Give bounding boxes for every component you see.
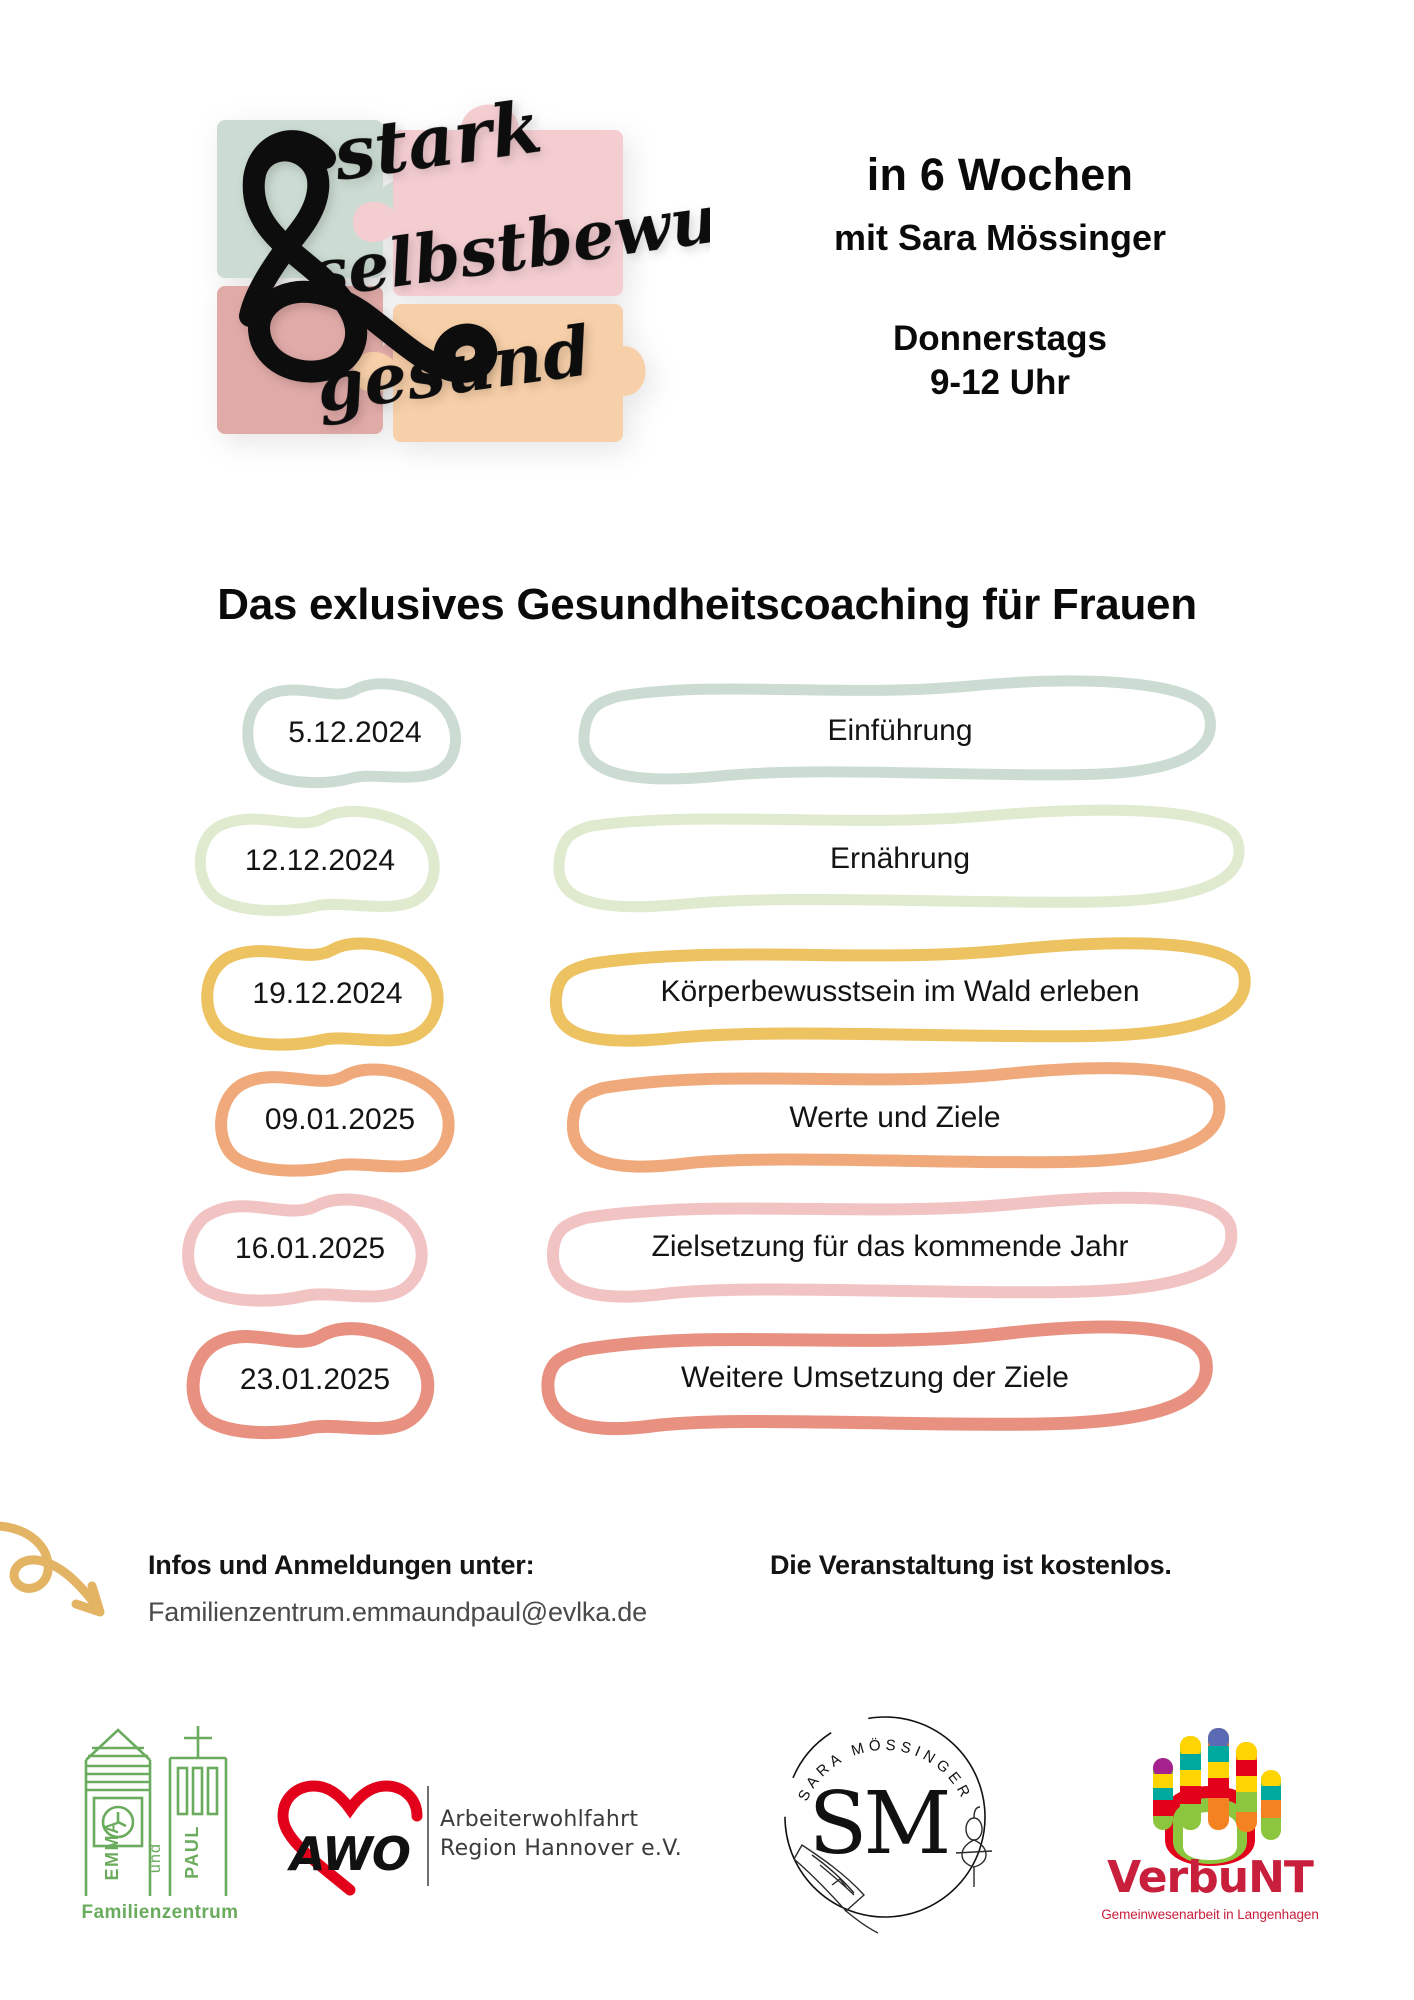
bubble-stroke [541, 1320, 1213, 1436]
schedule-topic-bubble: Werte und Ziele [565, 1062, 1226, 1173]
schedule-topic-bubble: Körperbewusstsein im Wald erleben [549, 937, 1251, 1047]
date-bubble-outline [242, 678, 461, 789]
schedule-date-bubble: 19.12.2024 [200, 937, 455, 1051]
schedule-date-bubble: 23.01.2025 [185, 1322, 445, 1440]
schedule-row: 5.12.2024 Einführung [0, 670, 1414, 798]
schedule-date-label: 5.12.2024 [288, 715, 422, 749]
schedule-row: 19.12.2024 Körperbewusstsein im Wald erl… [0, 926, 1414, 1054]
schedule-topic-bubble: Weitere Umsetzung der Ziele [540, 1320, 1213, 1436]
schedule-date-label: 16.01.2025 [234, 1232, 386, 1265]
topic-bubble-outline [578, 675, 1216, 785]
curly-arrow-icon [0, 1521, 105, 1617]
und-label: und [147, 1843, 164, 1873]
awo-acronym: AWO [287, 1827, 410, 1881]
sm-monogram: SM [809, 1774, 948, 1874]
poster-subtitle: Das exlusives Gesundheitscoaching für Fr… [217, 580, 1197, 629]
schedule-date-label: 12.12.2024 [244, 843, 396, 877]
date-bubble-outline [201, 937, 444, 1051]
topic-bubble-outline [541, 1320, 1213, 1436]
schedule-date-label: 19.12.2024 [252, 977, 403, 1010]
schedule-row: 09.01.2025 Werte und Ziele [0, 1054, 1414, 1182]
bubble-stroke [186, 1322, 435, 1440]
schedule-date-bubble: 09.01.2025 [215, 1063, 465, 1177]
bubble-stroke [201, 937, 444, 1051]
awo-divider [427, 1786, 429, 1886]
verbunt-wordmark-wrap: VerbuNT [1095, 1852, 1325, 1903]
header-time: 9-12 Uhr [929, 362, 1071, 402]
schedule-row: 16.01.2025 Zielsetzung für das kommende … [0, 1182, 1414, 1310]
logo-verbunt: VerbuNT Gemeinwesenarbeit in Langenhagen [1095, 1700, 1325, 1930]
contact-title: Infos und Anmeldungen unter: [148, 1550, 535, 1580]
paul-label: PAUL [182, 1825, 202, 1879]
bubble-stroke [242, 678, 461, 789]
ampersand-glyph [239, 130, 498, 383]
verbunt-hand-icon [1153, 1728, 1281, 1866]
schedule-topic-label: Werte und Ziele [789, 1101, 1001, 1134]
brand-logo-art: stark selbstbewusst gesund [150, 40, 710, 460]
emma-label: EMMA [102, 1820, 122, 1881]
topic-bubble-outline [566, 1062, 1226, 1173]
bubble-stroke [553, 804, 1245, 913]
date-bubble-outline [194, 805, 440, 917]
schedule-topic-label: Einführung [827, 713, 973, 747]
footer-logos: EMMA und PAUL Familienzentrum AWO Arbeit… [0, 1700, 1414, 2000]
bubble-stroke [546, 1191, 1238, 1303]
header-details: in 6 Wochen mit Sara Mössinger Donnersta… [700, 150, 1300, 405]
bubble-stroke [566, 1062, 1226, 1173]
awo-subtitle: Arbeiterwohlfahrt Region Hannover e.V. [440, 1806, 682, 1863]
verbunt-wordmark: VerbuNT [1107, 1852, 1314, 1903]
date-bubble-outline [186, 1322, 435, 1440]
contact-section: Infos und Anmeldungen unter: Familienzen… [0, 1521, 1414, 1670]
awo-line2: Region Hannover e.V. [440, 1835, 683, 1861]
contact-email[interactable]: Familienzentrum.emmaundpaul@evlka.de [148, 1597, 647, 1627]
awo-heart-icon: AWO [277, 1780, 423, 1896]
schedule-row: 23.01.2025 Weitere Umsetzung der Ziele [0, 1310, 1414, 1440]
schedule-date-bubble: 16.01.2025 [180, 1193, 440, 1307]
topic-bubble-outline [549, 937, 1251, 1047]
book-sketch-icon [793, 1844, 879, 1934]
schedule-date-label: 09.01.2025 [264, 1103, 416, 1136]
bubble-stroke [215, 1063, 455, 1177]
emma-paul-logo-art: EMMA und PAUL Familienzentrum [82, 1726, 239, 1923]
logo-awo: AWO Arbeiterwohlfahrt Region Hannover e.… [275, 1778, 715, 1898]
finger-group [1153, 1728, 1281, 1840]
poster-header: stark selbstbewusst gesund in 6 Wochen m… [0, 0, 1414, 560]
schedule-row: 12.12.2024 Ernährung [0, 798, 1414, 926]
schedule-date-bubble: 12.12.2024 [190, 805, 450, 917]
topic-bubble-outline [546, 1191, 1238, 1303]
brand-script-lettering: stark selbstbewusst gesund [239, 84, 710, 429]
date-bubble-outline [215, 1063, 455, 1177]
figure-sketch-icon [955, 1806, 993, 1887]
schedule-topic-bubble: Zielsetzung für das kommende Jahr [545, 1191, 1238, 1303]
contact-cost-note: Die Veranstaltung ist kostenlos. [770, 1550, 1172, 1580]
logo-sara-moessinger: SARA MÖSSINGER SM [760, 1695, 1010, 1935]
schedule-list: 5.12.2024 Einführung 12.12.2024 Ernä [0, 670, 1414, 1440]
contact-left-block: Infos und Anmeldungen unter: Familienzen… [148, 1550, 647, 1628]
schedule-date-bubble: 5.12.2024 [240, 678, 470, 789]
header-duration: in 6 Wochen [866, 149, 1134, 200]
topic-bubble-outline [553, 804, 1245, 913]
schedule-topic-bubble: Einführung [578, 675, 1220, 785]
bubble-stroke [194, 805, 440, 917]
schedule-topic-label: Körperbewusstsein im Wald erleben [660, 975, 1140, 1008]
awo-line1: Arbeiterwohlfahrt [440, 1807, 639, 1832]
header-day: Donnerstags [893, 319, 1107, 359]
verbunt-caption: Gemeinwesenarbeit in Langenhagen [1101, 1907, 1319, 1922]
schedule-date-label: 23.01.2025 [239, 1363, 391, 1396]
sm-circle-outline [784, 1716, 986, 1918]
schedule-topic-label: Ernährung [829, 841, 971, 875]
logo-emma-und-paul: EMMA und PAUL Familienzentrum [60, 1700, 260, 1930]
bubble-stroke [578, 675, 1216, 785]
script-word-stark: stark [328, 84, 547, 197]
familienzentrum-label: Familienzentrum [82, 1902, 239, 1923]
schedule-topic-label: Weitere Umsetzung der Ziele [681, 1361, 1069, 1394]
date-bubble-outline [182, 1193, 428, 1307]
bubble-stroke [182, 1193, 428, 1307]
sara-moessinger-logo-art: SARA MÖSSINGER SM [784, 1716, 993, 1934]
header-coach: mit Sara Mössinger [833, 216, 1167, 258]
schedule-topic-label: Zielsetzung für das kommende Jahr [651, 1230, 1129, 1263]
bubble-stroke [549, 937, 1251, 1047]
schedule-topic-bubble: Ernährung [553, 804, 1245, 913]
